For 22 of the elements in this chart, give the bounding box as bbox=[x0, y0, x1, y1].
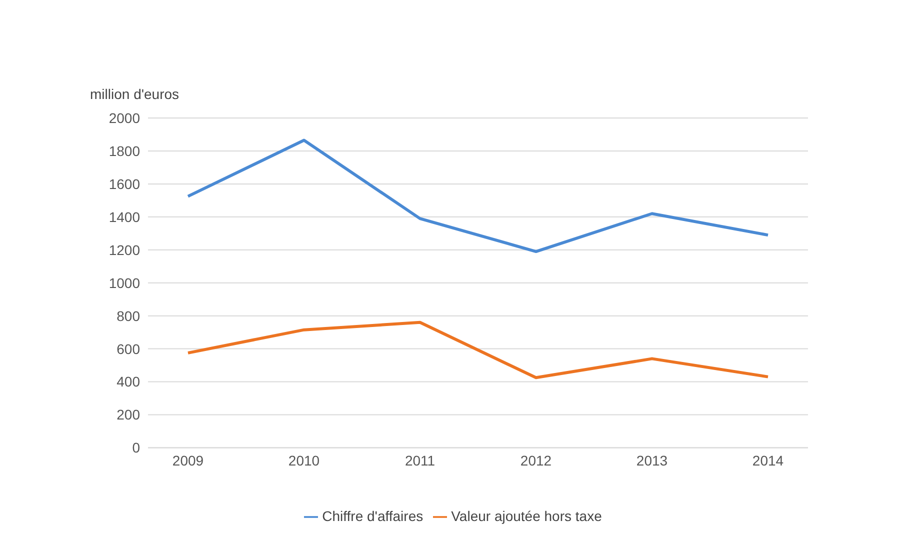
line-series bbox=[186, 138, 770, 254]
y-tick-label: 600 bbox=[116, 340, 140, 357]
x-tick-label: 2012 bbox=[520, 452, 552, 469]
legend-label: Valeur ajoutée hors taxe bbox=[451, 508, 602, 524]
y-tick-label: 0 bbox=[132, 440, 140, 456]
x-tick-label: 2011 bbox=[404, 452, 436, 469]
y-tick-label: 1600 bbox=[108, 176, 140, 192]
y-tick-label: 800 bbox=[116, 308, 140, 324]
line-series bbox=[186, 320, 770, 380]
y-tick-label: 1000 bbox=[108, 274, 140, 291]
x-tick-label: 2009 bbox=[172, 452, 204, 469]
y-tick-label: 200 bbox=[116, 406, 140, 423]
y-axis-title: million d'euros bbox=[90, 86, 180, 102]
y-tick-label: 1200 bbox=[108, 242, 140, 258]
x-tick-label: 2014 bbox=[752, 452, 784, 469]
y-tick-label: 2000 bbox=[108, 110, 140, 126]
y-tick-label: 1800 bbox=[108, 142, 140, 159]
x-tick-label: 2010 bbox=[288, 452, 320, 469]
y-tick-label: 400 bbox=[116, 374, 140, 390]
y-tick-label: 1400 bbox=[108, 208, 140, 225]
legend-label: Chiffre d'affaires bbox=[322, 508, 424, 524]
x-tick-label: 2013 bbox=[636, 452, 668, 469]
